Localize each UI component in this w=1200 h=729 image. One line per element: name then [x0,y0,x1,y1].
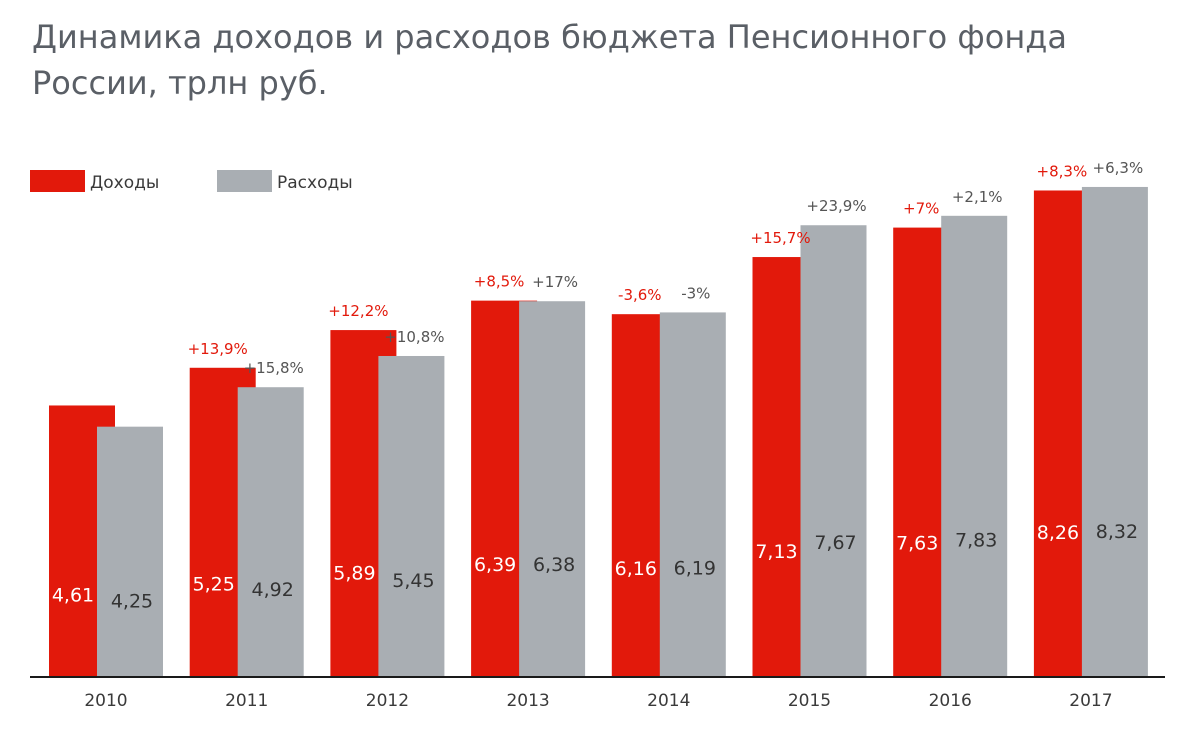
change-label-0-2015: +15,7% [750,229,810,247]
value-label-1-2017: 8,32 [1096,521,1138,543]
change-label-1-2014: -3% [681,284,710,302]
change-label-0-2014: -3,6% [618,286,662,304]
change-label-1-2013: +17% [532,273,578,291]
value-label-1-2014: 6,19 [674,557,716,579]
change-label-1-2017: +6,3% [1093,159,1144,177]
bar-1-2017 [1081,186,1148,677]
legend-swatch-1 [217,170,272,192]
value-label-1-2013: 6,38 [533,554,575,576]
value-label-0-2015: 7,13 [755,541,797,563]
change-label-0-2013: +8,5% [474,273,525,291]
x-tick-2012: 2012 [366,691,409,711]
change-label-0-2011: +13,9% [188,340,248,358]
bar-1-2010 [97,426,163,677]
change-label-0-2012: +12,2% [328,302,388,320]
chart-title: Динамика доходов и расходов бюджета Пенс… [32,18,1068,102]
change-label-0-2016: +7% [903,200,939,218]
bars-group [49,186,1148,678]
value-label-0-2017: 8,26 [1037,522,1079,544]
legend: Доходы Расходы [30,170,353,193]
labels-group: 4,61 4,25 5,25 +13,9% 4,92 +15,8% 5,89 +12,2% 5,… [52,159,1143,612]
legend-label-0: Доходы [90,173,159,193]
value-label-1-2016: 7,83 [955,529,997,551]
value-label-1-2011: 4,92 [252,579,294,601]
value-label-0-2012: 5,89 [333,562,375,584]
legend-swatch-0 [30,170,85,192]
x-tick-2016: 2016 [929,691,972,711]
value-label-0-2010: 4,61 [52,584,94,606]
x-tick-2017: 2017 [1069,691,1112,711]
value-label-0-2013: 6,39 [474,554,516,576]
value-label-1-2010: 4,25 [111,590,153,612]
change-label-1-2016: +2,1% [952,188,1003,206]
bar-1-2011 [237,387,304,677]
x-tick-2010: 2010 [84,691,127,711]
change-label-1-2015: +23,9% [806,197,866,215]
x-tick-2015: 2015 [788,691,831,711]
bar-1-2013 [519,301,586,677]
bar-1-2014 [659,312,726,677]
value-label-1-2012: 5,45 [392,570,434,592]
bar-1-2016 [941,215,1008,678]
value-label-0-2016: 7,63 [896,533,938,555]
legend-label-1: Расходы [277,173,353,193]
value-label-0-2014: 6,16 [615,558,657,580]
x-tick-2011: 2011 [225,691,268,711]
value-label-0-2011: 5,25 [193,573,235,595]
value-label-1-2015: 7,67 [814,532,856,554]
x-axis-ticks: 2010 2011 2012 2013 2014 2015 2016 2017 [84,691,1112,711]
bar-1-2012 [378,355,445,677]
x-tick-2013: 2013 [506,691,549,711]
change-label-1-2011: +15,8% [244,359,304,377]
bar-1-2015 [800,225,867,677]
x-tick-2014: 2014 [647,691,690,711]
change-label-1-2012: +10,8% [384,328,444,346]
change-label-0-2017: +8,3% [1037,162,1088,180]
